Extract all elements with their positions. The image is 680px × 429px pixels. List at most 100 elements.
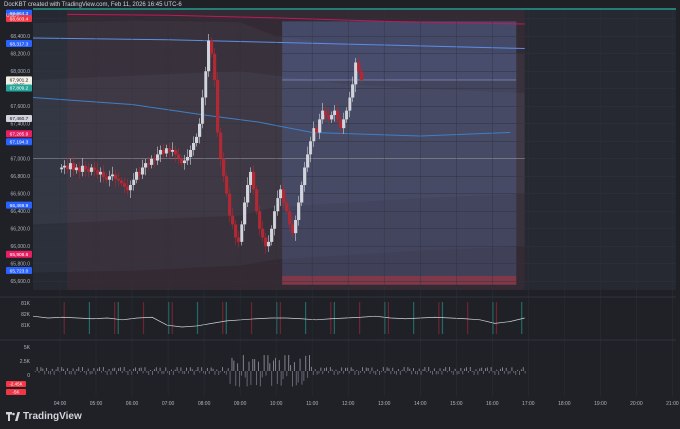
candle-body[interactable] (321, 110, 325, 120)
candle-body[interactable] (291, 224, 295, 234)
candle-body[interactable] (179, 158, 184, 164)
candle-body[interactable] (125, 186, 130, 191)
candle-body[interactable] (285, 202, 289, 212)
candle-body[interactable] (351, 84, 355, 98)
candle-body[interactable] (267, 241, 271, 247)
candle-body[interactable] (155, 154, 160, 161)
candle-body[interactable] (339, 119, 343, 129)
candle-body[interactable] (333, 110, 337, 115)
candle-body[interactable] (309, 141, 313, 155)
candle-body[interactable] (95, 170, 100, 175)
candle-body[interactable] (113, 174, 118, 179)
candle-body[interactable] (312, 128, 316, 142)
candle-body[interactable] (86, 169, 91, 172)
candle-body[interactable] (65, 165, 70, 170)
candle-body[interactable] (330, 115, 334, 120)
candle-body[interactable] (234, 224, 238, 238)
candle-body[interactable] (207, 40, 211, 72)
candle-body[interactable] (303, 167, 307, 186)
candle-body[interactable] (243, 202, 247, 225)
candle-body[interactable] (222, 158, 226, 177)
candle-body[interactable] (101, 171, 106, 178)
candle-body[interactable] (161, 150, 166, 154)
candle-body[interactable] (71, 163, 76, 171)
candle-body[interactable] (288, 211, 292, 225)
candle-body[interactable] (74, 167, 79, 171)
candle-body[interactable] (119, 180, 124, 184)
candle-body[interactable] (131, 179, 136, 185)
candle-body[interactable] (188, 150, 193, 157)
candle-body[interactable] (225, 176, 229, 194)
candle-body[interactable] (318, 119, 322, 133)
candle-body[interactable] (282, 189, 286, 203)
candle-body[interactable] (237, 237, 241, 242)
candle-body[interactable] (279, 189, 283, 199)
candle-body[interactable] (255, 189, 259, 212)
candle-body[interactable] (327, 115, 331, 120)
candle-body[interactable] (240, 224, 244, 242)
candle-body[interactable] (204, 71, 208, 98)
candle-body[interactable] (249, 171, 253, 185)
candle-body[interactable] (59, 167, 64, 170)
candle-body[interactable] (89, 167, 94, 172)
candle-body[interactable] (167, 148, 172, 152)
candle-body[interactable] (219, 132, 223, 159)
candle-body[interactable] (185, 157, 190, 161)
candle-body[interactable] (276, 198, 280, 212)
candle-body[interactable] (213, 53, 217, 80)
candle-body[interactable] (294, 220, 298, 234)
candle-body[interactable] (146, 163, 151, 165)
candle-body[interactable] (92, 167, 97, 171)
candle-body[interactable] (83, 165, 88, 170)
candle-body[interactable] (80, 165, 85, 172)
candle-body[interactable] (336, 110, 340, 120)
candle-body[interactable] (315, 128, 319, 133)
candle-body[interactable] (128, 185, 133, 191)
candle-body[interactable] (195, 136, 199, 143)
candle-body[interactable] (164, 148, 169, 154)
candle-body[interactable] (306, 154, 310, 168)
candle-body[interactable] (98, 171, 103, 175)
candle-body[interactable] (357, 62, 361, 72)
candle-body[interactable] (324, 110, 328, 115)
candle-body[interactable] (104, 177, 109, 180)
candle-body[interactable] (176, 154, 181, 159)
candle-body[interactable] (152, 158, 157, 161)
candle-body[interactable] (348, 97, 352, 111)
candle-body[interactable] (252, 171, 256, 190)
candle-body[interactable] (182, 160, 187, 164)
candle-body[interactable] (140, 167, 145, 175)
candle-body[interactable] (134, 171, 139, 180)
candle-body[interactable] (68, 163, 73, 170)
candle-body[interactable] (360, 71, 364, 80)
candle-body[interactable] (210, 40, 214, 54)
candle-body[interactable] (258, 211, 262, 229)
candle-body[interactable] (297, 202, 301, 221)
candle-body[interactable] (354, 62, 358, 85)
candle-body[interactable] (77, 167, 82, 172)
candle-body[interactable] (345, 110, 349, 120)
candle-body[interactable] (62, 165, 67, 168)
candle-body[interactable] (110, 174, 115, 177)
candle-body[interactable] (191, 143, 196, 150)
candle-body[interactable] (149, 158, 154, 165)
candle-body[interactable] (216, 80, 220, 133)
candle-body[interactable] (122, 183, 127, 187)
candle-body[interactable] (201, 97, 205, 124)
candle-body[interactable] (158, 150, 163, 155)
candle-body[interactable] (261, 228, 265, 238)
candle-body[interactable] (143, 163, 148, 168)
candle-body[interactable] (342, 119, 346, 129)
candle-body[interactable] (231, 215, 235, 225)
candle-body[interactable] (300, 185, 304, 203)
candle-body[interactable] (173, 150, 178, 155)
candle-body[interactable] (270, 228, 274, 242)
candle-body[interactable] (228, 193, 232, 216)
candle-body[interactable] (246, 185, 250, 203)
candle-body[interactable] (116, 178, 121, 181)
candle-body[interactable] (264, 237, 268, 247)
candle-body[interactable] (273, 211, 277, 229)
candle-body[interactable] (170, 150, 175, 152)
candle-body[interactable] (198, 123, 202, 137)
